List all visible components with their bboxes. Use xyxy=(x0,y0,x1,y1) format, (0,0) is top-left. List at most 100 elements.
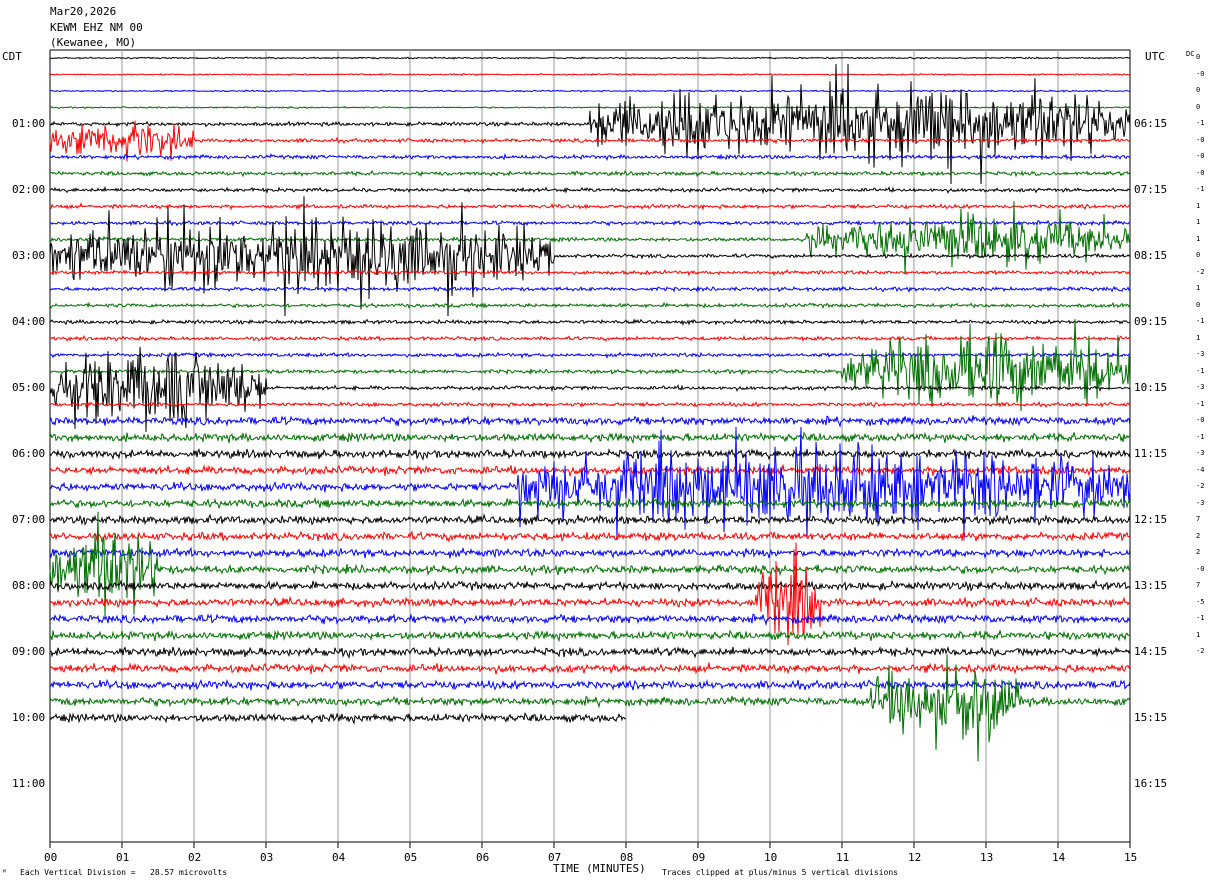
timezone-right: UTC xyxy=(1145,50,1165,63)
seismic-trace xyxy=(49,629,1131,643)
seismic-trace xyxy=(49,351,1131,360)
time-label-right: 12:15 xyxy=(1134,513,1168,526)
time-label-right: 11:15 xyxy=(1134,447,1168,460)
seismic-trace xyxy=(49,431,1131,445)
seismic-trace xyxy=(49,613,1131,627)
dc-offset-label: 1 xyxy=(1196,218,1201,226)
x-tick-label: 08 xyxy=(620,851,634,864)
dc-offset-label: 1 xyxy=(1196,333,1201,342)
seismic-trace xyxy=(49,301,1131,309)
time-label-right: 09:15 xyxy=(1134,315,1168,328)
time-label-left: 02:00 xyxy=(12,183,46,196)
time-label-left: 03:00 xyxy=(12,249,46,262)
dc-offset-label: -1 xyxy=(1196,432,1205,441)
dc-offset-label: -2 xyxy=(1196,482,1205,490)
time-label-right: 16:15 xyxy=(1134,777,1168,790)
seismic-trace xyxy=(49,196,1131,317)
x-tick-label: 02 xyxy=(188,851,202,864)
time-label-left: 04:00 xyxy=(12,315,46,328)
time-label-right: 14:15 xyxy=(1134,645,1168,658)
dc-offset-label: -0 xyxy=(1196,564,1205,573)
x-tick-label: 15 xyxy=(1124,851,1138,864)
dc-offset-label: 7 xyxy=(1196,581,1201,589)
seismic-trace xyxy=(49,63,1131,185)
time-label-left: 09:00 xyxy=(12,645,46,658)
seismic-trace xyxy=(49,201,1131,275)
dc-offset-label: -1 xyxy=(1196,119,1205,127)
time-label-left: 11:00 xyxy=(12,777,46,790)
dc-offset-label: -0 xyxy=(1196,135,1205,144)
seismic-trace xyxy=(49,334,1131,343)
dc-offset-label: 0 xyxy=(1196,251,1201,259)
dc-offset-label: 0 xyxy=(1196,300,1201,309)
seismic-trace xyxy=(49,426,1131,541)
time-label-left: 10:00 xyxy=(12,711,46,724)
dc-offset-label: -3 xyxy=(1196,350,1205,358)
x-tick-label: 12 xyxy=(908,851,922,864)
seismic-trace xyxy=(49,89,1131,93)
x-tick-label: 00 xyxy=(44,851,58,864)
x-tick-label: 06 xyxy=(476,851,490,864)
seismic-trace xyxy=(49,219,1131,227)
traces-group xyxy=(49,56,1131,762)
dc-offset-label: -3 xyxy=(1196,449,1205,457)
dc-offset-label: 1 xyxy=(1196,284,1201,292)
seismic-trace xyxy=(50,153,1131,162)
x-tick-label: 04 xyxy=(332,851,346,864)
x-tick-label: 03 xyxy=(260,851,274,864)
seismic-trace xyxy=(49,542,1131,646)
seismic-trace xyxy=(49,496,1131,511)
header-station: KEWM EHZ NM 00 xyxy=(50,21,143,34)
time-label-left: 07:00 xyxy=(12,513,46,526)
dc-offset-label: -1 xyxy=(1196,317,1205,325)
dc-offset-label: 1 xyxy=(1196,201,1201,210)
dc-offset-label: -3 xyxy=(1196,498,1205,507)
header-location: (Kewanee, MO) xyxy=(50,36,137,49)
seismic-trace xyxy=(49,120,1131,162)
seismic-trace xyxy=(49,400,1131,409)
seismic-trace xyxy=(49,268,1131,277)
seismic-trace xyxy=(49,346,1131,433)
dc-offset-label: 2 xyxy=(1196,531,1201,540)
time-label-right: 15:15 xyxy=(1134,711,1168,724)
dc-offset-label: -0 xyxy=(1196,168,1205,177)
seismic-trace xyxy=(49,711,627,725)
seismic-trace xyxy=(49,56,1131,60)
x-tick-label: 10 xyxy=(764,851,778,864)
seismic-trace xyxy=(49,319,1131,412)
time-label-left: 06:00 xyxy=(12,447,46,460)
x-tick-label: 05 xyxy=(404,851,418,864)
dc-offset-label: 1 xyxy=(1196,630,1201,639)
seismic-trace xyxy=(49,546,1131,560)
seismic-trace xyxy=(49,202,1131,211)
dc-offset-label: 0 xyxy=(1196,86,1201,94)
time-label-right: 07:15 xyxy=(1134,183,1168,196)
dc-offset-label: -1 xyxy=(1196,366,1205,375)
seismic-trace xyxy=(49,72,1131,77)
seismic-trace xyxy=(49,511,1131,617)
seismic-trace xyxy=(49,645,1131,659)
dc-offset-label: -0 xyxy=(1196,416,1205,424)
dc-offset-label: -2 xyxy=(1196,647,1205,655)
time-label-left: 08:00 xyxy=(12,579,46,592)
dc-offset-label: 0 xyxy=(1196,53,1201,61)
x-tick-label: 01 xyxy=(116,851,130,864)
seismic-trace xyxy=(49,185,1131,195)
dc-offset-label: -1 xyxy=(1196,185,1205,193)
x-tick-label: 13 xyxy=(980,851,994,864)
seismic-trace xyxy=(49,285,1131,293)
time-label-left: 01:00 xyxy=(12,117,46,130)
seismic-trace xyxy=(49,654,1131,762)
dc-offset-label: -2 xyxy=(1196,267,1205,276)
seismic-trace xyxy=(49,318,1131,327)
dc-offset-label: -1 xyxy=(1196,399,1205,408)
x-axis-title: TIME (MINUTES) xyxy=(553,862,646,875)
time-label-right: 13:15 xyxy=(1134,579,1168,592)
dc-header: DC xyxy=(1186,50,1195,58)
time-label-left: 05:00 xyxy=(12,381,46,394)
dc-offset-label: -4 xyxy=(1196,465,1205,474)
dc-offset-label: -0 xyxy=(1196,152,1205,160)
header-date: Mar20,2026 xyxy=(50,5,117,18)
dc-offset-label: 7 xyxy=(1196,515,1201,523)
time-label-right: 08:15 xyxy=(1134,249,1168,262)
